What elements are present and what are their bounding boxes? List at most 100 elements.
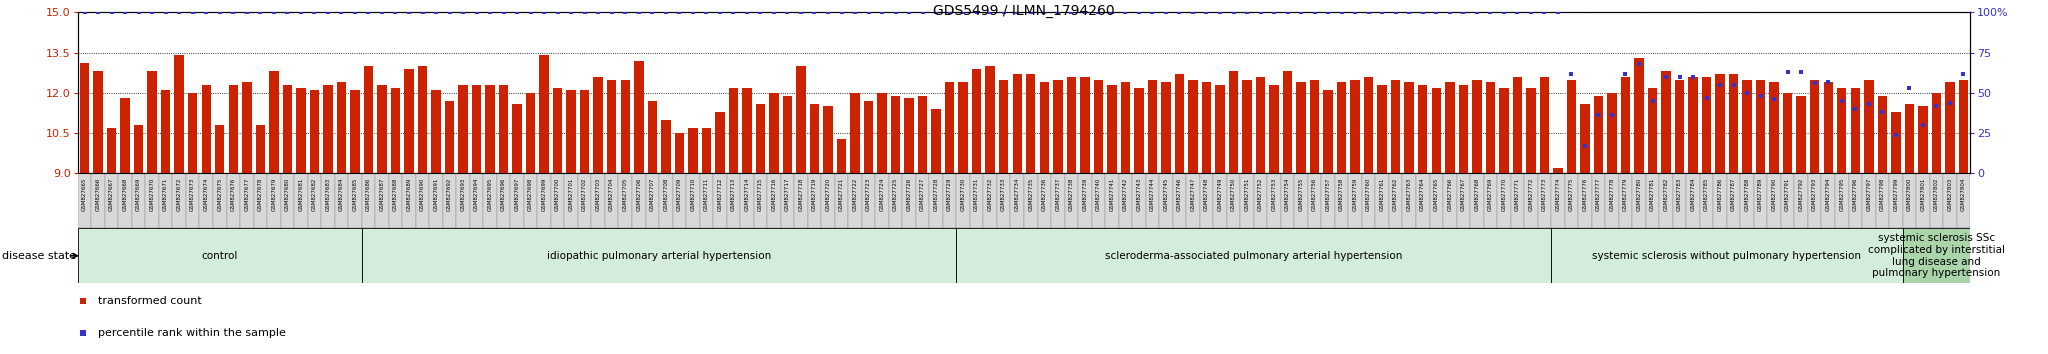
Text: GSM827702: GSM827702: [582, 178, 588, 211]
Bar: [362, 228, 956, 283]
Bar: [106, 128, 117, 173]
Text: GSM827753: GSM827753: [1272, 178, 1276, 211]
Bar: [500, 85, 508, 173]
Bar: [1405, 82, 1413, 173]
Text: GSM827707: GSM827707: [649, 178, 655, 211]
Bar: [1726, 173, 1741, 228]
Bar: [1038, 173, 1051, 228]
Text: GSM827766: GSM827766: [1448, 178, 1452, 211]
Bar: [1145, 173, 1159, 228]
Bar: [645, 173, 659, 228]
Bar: [281, 173, 295, 228]
Bar: [918, 96, 928, 173]
Bar: [1540, 77, 1548, 173]
Bar: [131, 173, 145, 228]
Text: percentile rank within the sample: percentile rank within the sample: [98, 328, 287, 338]
Bar: [958, 82, 969, 173]
Bar: [498, 173, 510, 228]
Text: GSM827681: GSM827681: [299, 178, 303, 211]
Bar: [174, 55, 184, 173]
Bar: [268, 72, 279, 173]
Bar: [1579, 173, 1591, 228]
Bar: [1591, 173, 1606, 228]
Bar: [160, 173, 172, 228]
Bar: [1147, 80, 1157, 173]
Bar: [1835, 173, 1849, 228]
Bar: [432, 90, 440, 173]
Bar: [1608, 93, 1616, 173]
Bar: [133, 125, 143, 173]
Bar: [375, 173, 389, 228]
Text: GSM827759: GSM827759: [1352, 178, 1358, 211]
Bar: [403, 69, 414, 173]
Bar: [1040, 82, 1049, 173]
Text: GSM827696: GSM827696: [502, 178, 506, 211]
Text: GSM827752: GSM827752: [1257, 178, 1264, 211]
Bar: [944, 82, 954, 173]
Bar: [242, 82, 252, 173]
Bar: [430, 173, 442, 228]
Text: GSM827721: GSM827721: [840, 178, 844, 211]
Text: GSM827692: GSM827692: [446, 178, 453, 211]
Bar: [1903, 228, 1970, 283]
Text: GSM827788: GSM827788: [1745, 178, 1749, 211]
Bar: [78, 173, 92, 228]
Bar: [1620, 77, 1630, 173]
Bar: [1376, 173, 1389, 228]
Text: GSM827735: GSM827735: [1028, 178, 1034, 211]
Text: GSM827745: GSM827745: [1163, 178, 1169, 211]
Text: GSM827699: GSM827699: [541, 178, 547, 211]
Bar: [78, 228, 362, 283]
Bar: [201, 85, 211, 173]
Bar: [119, 173, 131, 228]
Text: GSM827776: GSM827776: [1583, 178, 1587, 211]
Bar: [604, 173, 618, 228]
Bar: [485, 85, 496, 173]
Bar: [1593, 96, 1604, 173]
Bar: [1309, 173, 1321, 228]
Bar: [1227, 173, 1241, 228]
Bar: [635, 61, 643, 173]
Bar: [1135, 87, 1143, 173]
Text: GSM827693: GSM827693: [461, 178, 465, 211]
Bar: [1092, 173, 1106, 228]
Text: GSM827791: GSM827791: [1786, 178, 1790, 211]
Text: GSM827739: GSM827739: [1081, 178, 1087, 211]
Bar: [199, 173, 213, 228]
Bar: [1348, 173, 1362, 228]
Bar: [524, 173, 537, 228]
Bar: [172, 173, 186, 228]
Bar: [1010, 173, 1024, 228]
Text: GSM827736: GSM827736: [1042, 178, 1047, 211]
Text: GSM827701: GSM827701: [569, 178, 573, 211]
Bar: [971, 173, 983, 228]
Bar: [930, 173, 942, 228]
Bar: [1878, 96, 1886, 173]
Text: GSM827673: GSM827673: [190, 178, 195, 211]
Text: GSM827800: GSM827800: [1907, 178, 1913, 211]
Text: GSM827716: GSM827716: [772, 178, 776, 211]
Bar: [1012, 74, 1022, 173]
Text: GSM827782: GSM827782: [1663, 178, 1669, 211]
Bar: [188, 93, 197, 173]
Bar: [1958, 80, 1968, 173]
Text: GSM827670: GSM827670: [150, 178, 156, 211]
Bar: [1944, 173, 1956, 228]
Bar: [1647, 173, 1659, 228]
Text: GSM827725: GSM827725: [893, 178, 899, 211]
Text: GSM827797: GSM827797: [1866, 178, 1872, 211]
Bar: [780, 173, 795, 228]
Text: systemic sclerosis without pulmonary hypertension: systemic sclerosis without pulmonary hyp…: [1593, 251, 1862, 261]
Bar: [903, 173, 915, 228]
Bar: [1499, 87, 1509, 173]
Text: GSM827678: GSM827678: [258, 178, 262, 211]
Bar: [1253, 173, 1268, 228]
Bar: [227, 173, 240, 228]
Bar: [727, 173, 739, 228]
Bar: [1446, 82, 1454, 173]
Text: GSM827770: GSM827770: [1501, 178, 1507, 211]
Bar: [334, 173, 348, 228]
Bar: [874, 173, 889, 228]
Bar: [1270, 85, 1278, 173]
Bar: [1483, 173, 1497, 228]
